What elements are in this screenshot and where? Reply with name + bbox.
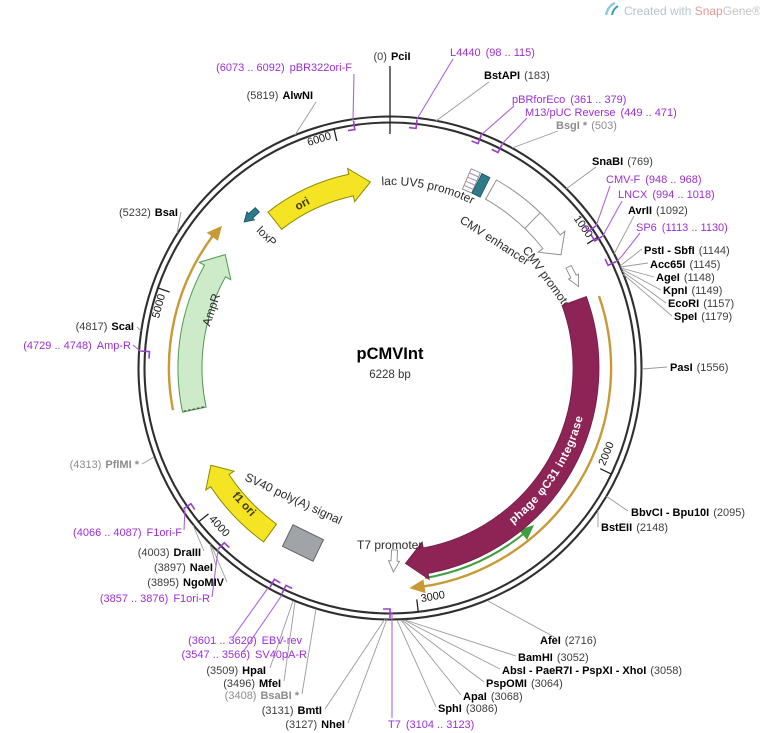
ampr-dashed-end — [183, 406, 206, 412]
orf-arcs — [167, 225, 613, 594]
scale-ticks: 1000 2000 3000 4000 5000 6000 — [150, 66, 617, 613]
phage-phic31-integrase-arrow[interactable] — [404, 295, 600, 581]
watermark-text: Created with SnapGene® — [624, 4, 760, 18]
site-label-snabi[interactable]: SnaBI (769) — [592, 156, 653, 168]
primer-hooks — [140, 119, 617, 618]
site-labels: (0) PciI L4440 (98 .. 115) BstAPI (183) pBR… — [23, 47, 745, 731]
ampr-feature-arrow[interactable] — [177, 253, 232, 413]
snapgene-logo-icon — [604, 1, 616, 16]
site-label-sv40pa-r[interactable]: (3547 .. 3566) SV40pA-R — [182, 649, 308, 661]
site-label-bmti[interactable]: (3131) BmtI — [262, 705, 322, 717]
cmv-enhancer-divider — [524, 212, 541, 229]
site-label-sp6[interactable]: SP6 (1113 .. 1130) — [636, 222, 728, 234]
site-label-spei[interactable]: SpeI (1179) — [674, 311, 732, 323]
plasmid-size: 6228 bp — [369, 369, 411, 381]
leader-lines-purple — [132, 58, 641, 718]
site-label-scai[interactable]: (4817) ScaI — [76, 321, 134, 333]
site-label-pflmi[interactable]: (4313) PflMI * — [70, 459, 140, 471]
site-label-m13-puc-reverse[interactable]: M13/pUC Reverse (449 .. 471) — [525, 107, 677, 119]
site-label-alwni[interactable]: (5819) AlwNI — [247, 90, 313, 102]
site-label-apai[interactable]: ApaI (3068) — [463, 691, 523, 703]
site-label-l4440[interactable]: L4440 (98 .. 115) — [450, 47, 535, 59]
leader-lines-gray — [136, 81, 673, 724]
site-label-ebv-rev[interactable]: (3601 .. 3620) EBV-rev — [188, 635, 302, 647]
snapgene-logo-icon-2 — [611, 5, 619, 16]
orf-arc-left — [167, 234, 215, 411]
site-label-bsteii[interactable]: BstEII (2148) — [601, 522, 668, 534]
site-label-ecori[interactable]: EcoRI (1157) — [668, 298, 734, 310]
orf-arc-right — [422, 295, 613, 588]
sv40-polya-box[interactable] — [281, 524, 325, 562]
site-label-bsgi[interactable]: BsgI * (503) — [556, 120, 617, 132]
site-label-psti-sbfi[interactable]: PstI - SbfI (1144) — [644, 245, 730, 257]
site-label-amp-r[interactable]: (4729 .. 4748) Amp-R — [23, 340, 131, 352]
loxp-feature-arrow[interactable] — [240, 206, 261, 226]
tick-label-2000: 2000 — [597, 440, 617, 467]
site-label-pcii[interactable]: (0) PciI — [373, 51, 410, 63]
lac-uv5-promoter-label: lac UV5 promoter — [381, 174, 477, 207]
t7-promoter-arrow[interactable] — [387, 549, 401, 573]
lac-operator-box[interactable] — [461, 168, 481, 194]
site-label-pasi[interactable]: PasI (1556) — [670, 362, 728, 374]
site-label-cmv-f[interactable]: CMV-F (948 .. 968) — [606, 174, 702, 186]
tick-label-5000: 5000 — [150, 293, 168, 320]
site-label-absi-paer7i-pspxi-xhoi[interactable]: AbsI - PaeR7I - PspXI - XhoI (3058) — [502, 665, 682, 677]
site-label-pspomi[interactable]: PspOMI (3064) — [486, 678, 563, 690]
site-label-pbr322ori-f[interactable]: (6073 .. 6092) pBR322ori-F — [216, 62, 352, 74]
f1-ori-feature-arrow[interactable] — [204, 464, 278, 543]
site-label-avrii[interactable]: AvrII (1092) — [628, 205, 688, 217]
cmv-promoter-arrow[interactable] — [564, 264, 584, 289]
site-label-hpai[interactable]: (3509) HpaI — [206, 665, 266, 677]
plasmid-name: pCMVInt — [357, 345, 424, 363]
tick-label-6000: 6000 — [306, 130, 333, 149]
orf-arc-right-arrowhead — [409, 579, 426, 594]
green-arrow-arc — [425, 532, 525, 579]
site-label-f1ori-r[interactable]: (3857 .. 3876) F1ori-R — [100, 593, 210, 605]
ori-feature-arrow[interactable] — [267, 167, 372, 231]
site-label-agei[interactable]: AgeI (1148) — [656, 272, 715, 284]
cmv-enhancer-arrow[interactable] — [484, 179, 566, 256]
t7-promoter-label: T7 promoter — [357, 538, 422, 552]
site-label-t7[interactable]: T7 (3104 .. 3123) — [388, 719, 474, 731]
tick-label-3000: 3000 — [420, 589, 446, 605]
site-label-bamhi[interactable]: BamHI (3052) — [518, 652, 589, 664]
site-label-bsai[interactable]: (5232) BsaI — [119, 207, 178, 219]
site-label-afei[interactable]: AfeI (2716) — [540, 635, 597, 647]
site-label-bsabi[interactable]: (3408) BsaBI * — [225, 690, 300, 702]
site-label-naei[interactable]: (3897) NaeI — [154, 562, 213, 574]
site-label-bstapi[interactable]: BstAPI (183) — [484, 70, 550, 82]
site-label-f1ori-f[interactable]: (4066 .. 4087) F1ori-F — [73, 527, 182, 539]
site-label-nhei[interactable]: (3127) NheI — [285, 719, 345, 731]
site-label-sphi[interactable]: SphI (3086) — [438, 703, 498, 715]
site-label-ngomiv[interactable]: (3895) NgoMIV — [147, 577, 224, 589]
loxp-label: loxP — [254, 225, 279, 250]
site-label-bbvci-bpu10i[interactable]: BbvCI - Bpu10I (2095) — [631, 507, 745, 519]
site-label-mfei[interactable]: (3496) MfeI — [223, 678, 281, 690]
snapgene-watermark: Created with SnapGene® — [604, 1, 760, 18]
orf-arc-left-arrowhead — [206, 225, 222, 241]
site-label-kpni[interactable]: KpnI (1149) — [663, 285, 722, 297]
lac-uv5-promoter-box[interactable] — [471, 173, 491, 198]
site-label-draiii[interactable]: (4003) DraIII — [138, 547, 201, 559]
site-label-pbrforeco[interactable]: pBRforEco (361 .. 379) — [512, 94, 626, 106]
site-label-lncx[interactable]: LNCX (994 .. 1018) — [618, 189, 715, 201]
site-label-acc65i[interactable]: Acc65I (1145) — [650, 259, 720, 271]
